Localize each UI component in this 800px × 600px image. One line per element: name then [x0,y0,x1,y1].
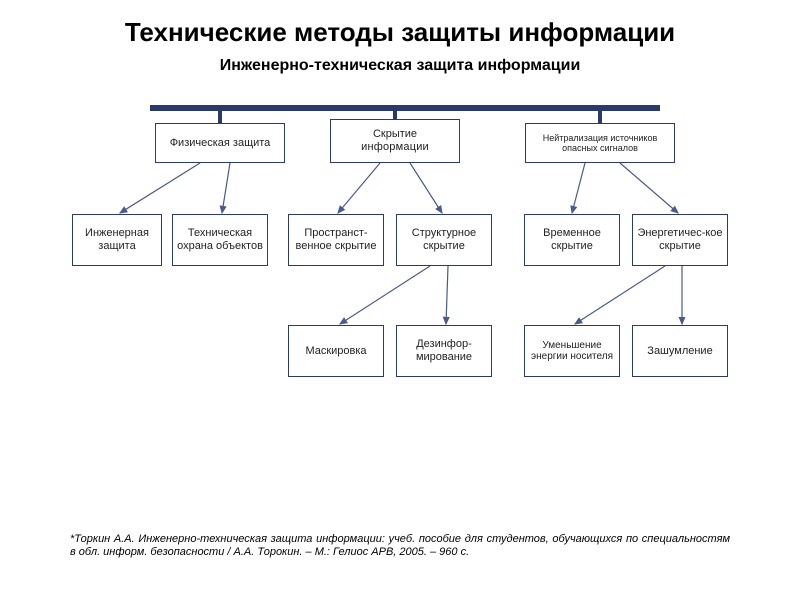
node-engineering: Инженерная защита [72,214,162,266]
node-energetic: Энергетичес-кое скрытие [632,214,728,266]
node-reduce-energy: Уменьшение энергии носителя [524,325,620,377]
node-masking: Маскировка [288,325,384,377]
node-label: Пространст-венное скрытие [293,227,379,252]
node-label: Маскировка [305,345,366,358]
hierarchy-diagram: Физическая защита Скрытие информации Ней… [0,79,800,459]
node-physical: Физическая защита [155,123,285,163]
node-label: Дезинфор-мирование [401,338,487,363]
node-disinformation: Дезинфор-мирование [396,325,492,377]
node-label: Скрытие информации [361,128,429,153]
node-neutralization: Нейтрализация источников опасных сигнало… [525,123,675,163]
node-label: Уменьшение энергии носителя [529,340,615,363]
page-title: Технические методы защиты информации [0,0,800,48]
node-structural: Структурное скрытие [396,214,492,266]
node-label: Структурное скрытие [401,227,487,252]
node-label: Техническая охрана объектов [177,227,263,252]
node-label: Энергетичес-кое скрытие [637,227,723,252]
node-label: Физическая защита [170,137,271,150]
node-label: Инженерная защита [77,227,157,252]
node-label: Нейтрализация источников опасных сигнало… [530,133,670,154]
node-spatial: Пространст-венное скрытие [288,214,384,266]
node-hiding: Скрытие информации [330,119,460,163]
page-subtitle: Инженерно-техническая защита информации [0,56,800,75]
citation-text: *Торкин А.А. Инженерно-техническая защит… [70,533,730,561]
node-temporal: Временное скрытие [524,214,620,266]
node-label: Зашумление [647,345,712,358]
node-tech-guard: Техническая охрана объектов [172,214,268,266]
node-label: Временное скрытие [529,227,615,252]
node-jamming: Зашумление [632,325,728,377]
